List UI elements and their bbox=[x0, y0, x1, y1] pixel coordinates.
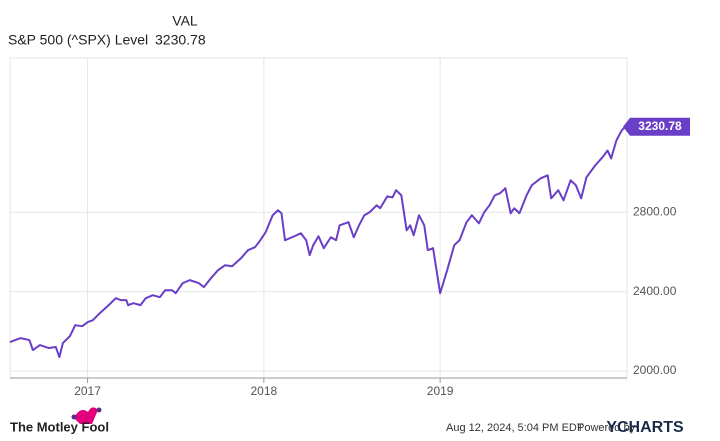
x-tick-label: 2019 bbox=[427, 384, 454, 398]
x-tick-label: 2017 bbox=[74, 384, 101, 398]
brand: YCHARTS bbox=[606, 419, 684, 436]
logo-icon bbox=[96, 407, 102, 413]
value-header: VAL bbox=[172, 13, 198, 29]
powered-by: Powered by bbox=[577, 422, 636, 434]
plot-frame bbox=[9, 57, 628, 379]
timestamp: Aug 12, 2024, 5:04 PM EDT bbox=[446, 422, 584, 434]
last-value-flag bbox=[623, 117, 690, 136]
x-tick-label: 2018 bbox=[250, 384, 277, 398]
y-tick-label: 2000.00 bbox=[633, 363, 677, 377]
last-value-label: 3230.78 bbox=[638, 119, 682, 133]
series-line bbox=[9, 126, 626, 359]
y-tick-label: 2400.00 bbox=[633, 284, 677, 298]
logo-icon bbox=[74, 407, 98, 424]
logo-icon bbox=[71, 414, 77, 420]
legend-value: 3230.78 bbox=[155, 32, 206, 48]
logo-text: The Motley Fool bbox=[10, 419, 109, 434]
legend-label: S&P 500 (^SPX) Level bbox=[8, 32, 148, 48]
y-tick-label: 2800.00 bbox=[633, 204, 677, 218]
motley-fool-logo bbox=[71, 407, 102, 424]
